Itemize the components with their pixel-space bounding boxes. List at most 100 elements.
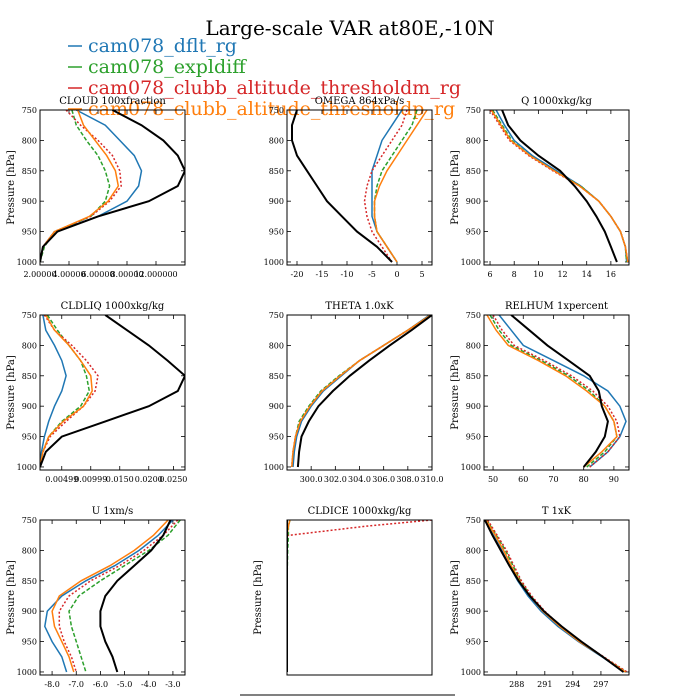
series-line <box>492 315 621 468</box>
panel-title: OMEGA 864xPa/s <box>315 96 405 107</box>
x-tick-label: 8.00000 <box>110 270 143 279</box>
series-line <box>40 110 120 263</box>
legend: cam078_dflt_rgcam078_expldiffcam078_club… <box>68 35 461 120</box>
chart-panel: RELHUM 1xpercent Pressure [hPa] 750 800 850 9… <box>450 301 630 484</box>
series-line <box>363 110 408 263</box>
x-tick-label: 4.00000 <box>52 270 85 279</box>
y-tick-label: 900 <box>269 402 284 411</box>
y-tick-label: 750 <box>466 311 481 320</box>
y-tick-label: 1000 <box>461 258 481 267</box>
panel-title: RELHUM 1xpercent <box>505 301 608 312</box>
plot-frame <box>39 314 186 471</box>
y-tick-label: 800 <box>22 136 37 145</box>
y-tick-label: 1000 <box>17 463 37 472</box>
x-tick-label: 0 <box>394 270 399 279</box>
series-line <box>40 315 99 468</box>
x-tick-label: 50 <box>488 475 498 484</box>
y-tick-label: 950 <box>22 433 37 442</box>
plot-frame <box>39 519 186 676</box>
x-tick-label: -7.0 <box>69 680 84 689</box>
y-tick-label: 750 <box>22 311 37 320</box>
plot-frame <box>39 109 186 266</box>
y-tick-label: 950 <box>269 433 284 442</box>
x-tick-label: -20 <box>291 270 304 279</box>
series-line <box>373 110 418 263</box>
y-tick-label: 850 <box>22 167 37 176</box>
y-tick-label: 800 <box>466 136 481 145</box>
y-tick-label: 900 <box>22 402 37 411</box>
y-tick-label: 900 <box>466 402 481 411</box>
series-line <box>40 315 91 468</box>
series-line <box>292 315 431 468</box>
y-tick-label: 850 <box>466 577 481 586</box>
y-tick-label: 1000 <box>17 668 37 677</box>
x-tick-label: -3.0 <box>165 680 180 689</box>
x-tick-label: 302.0 <box>324 475 347 484</box>
series-line <box>510 315 609 468</box>
series-line <box>40 315 93 468</box>
x-tick-label: 291 <box>537 680 552 689</box>
panel-title: Q 1000xkg/kg <box>521 96 592 107</box>
x-tick-label: -6.0 <box>93 680 108 689</box>
x-tick-label: -4.0 <box>141 680 156 689</box>
y-axis-label: Pressure [hPa] <box>6 560 17 635</box>
series-line <box>487 520 628 673</box>
y-tick-label: 1000 <box>264 258 284 267</box>
y-axis-label: Pressure [hPa] <box>6 355 17 430</box>
series-line <box>498 315 627 468</box>
plot-frame <box>286 519 433 676</box>
y-axis-label: Pressure [hPa] <box>450 355 461 430</box>
y-axis-label: Pressure [hPa] <box>253 560 264 635</box>
y-tick-label: 850 <box>466 167 481 176</box>
y-tick-label: 750 <box>269 311 284 320</box>
series-line <box>291 110 393 263</box>
series-line <box>291 315 432 468</box>
x-tick-label: 2.00000 <box>23 270 56 279</box>
y-tick-label: 1000 <box>17 258 37 267</box>
plot-frame <box>286 109 433 266</box>
figure-title: Large-scale VAR at80E,-10N <box>205 16 494 40</box>
x-tick-label: 60 <box>518 475 528 484</box>
x-tick-label: 304.0 <box>348 475 371 484</box>
plot-frame <box>483 109 630 266</box>
x-tick-label: -15 <box>316 270 329 279</box>
legend-label: cam078_clubb_altitude_thresholdm_rg <box>88 77 461 99</box>
series-line <box>291 315 432 468</box>
series-line <box>296 315 432 468</box>
series-line <box>40 315 185 468</box>
y-tick-label: 800 <box>466 341 481 350</box>
x-tick-label: 0.00999 <box>74 475 107 484</box>
x-tick-label: 300.0 <box>300 475 323 484</box>
panel-title: THETA 1.0xK <box>325 301 394 312</box>
x-tick-label: 0.0250 <box>159 475 187 484</box>
x-tick-label: 14 <box>582 270 592 279</box>
x-tick-label: 297 <box>593 680 608 689</box>
y-tick-label: 950 <box>22 638 37 647</box>
y-tick-label: 950 <box>466 228 481 237</box>
legend-label: cam078_expldiff <box>88 56 247 78</box>
y-tick-label: 900 <box>466 197 481 206</box>
chart-panel: T 1xK Pressure [hPa] 750 800 850 900 950 1000 28… <box>450 506 630 689</box>
panel-title: CLDICE 1000xkg/kg <box>308 506 412 517</box>
series-line <box>40 110 122 263</box>
x-tick-label: 0.0150 <box>106 475 134 484</box>
y-tick-label: 850 <box>22 577 37 586</box>
series-line <box>40 315 67 468</box>
y-tick-label: 950 <box>22 228 37 237</box>
x-tick-label: 16 <box>606 270 616 279</box>
series-line <box>501 110 618 263</box>
series-line <box>58 520 179 673</box>
series-line <box>44 520 174 673</box>
series-line <box>485 520 626 673</box>
y-axis-label: Pressure [hPa] <box>6 150 17 225</box>
x-tick-label: 310.0 <box>421 475 444 484</box>
x-tick-label: 80 <box>579 475 589 484</box>
y-tick-label: 800 <box>466 546 481 555</box>
series-line <box>484 520 625 673</box>
y-tick-label: 750 <box>22 106 37 115</box>
series-line <box>491 110 628 263</box>
y-tick-label: 800 <box>22 341 37 350</box>
y-tick-label: 850 <box>22 372 37 381</box>
x-tick-label: 288 <box>509 680 524 689</box>
panel-title: CLOUD 100xfraction <box>59 96 166 107</box>
